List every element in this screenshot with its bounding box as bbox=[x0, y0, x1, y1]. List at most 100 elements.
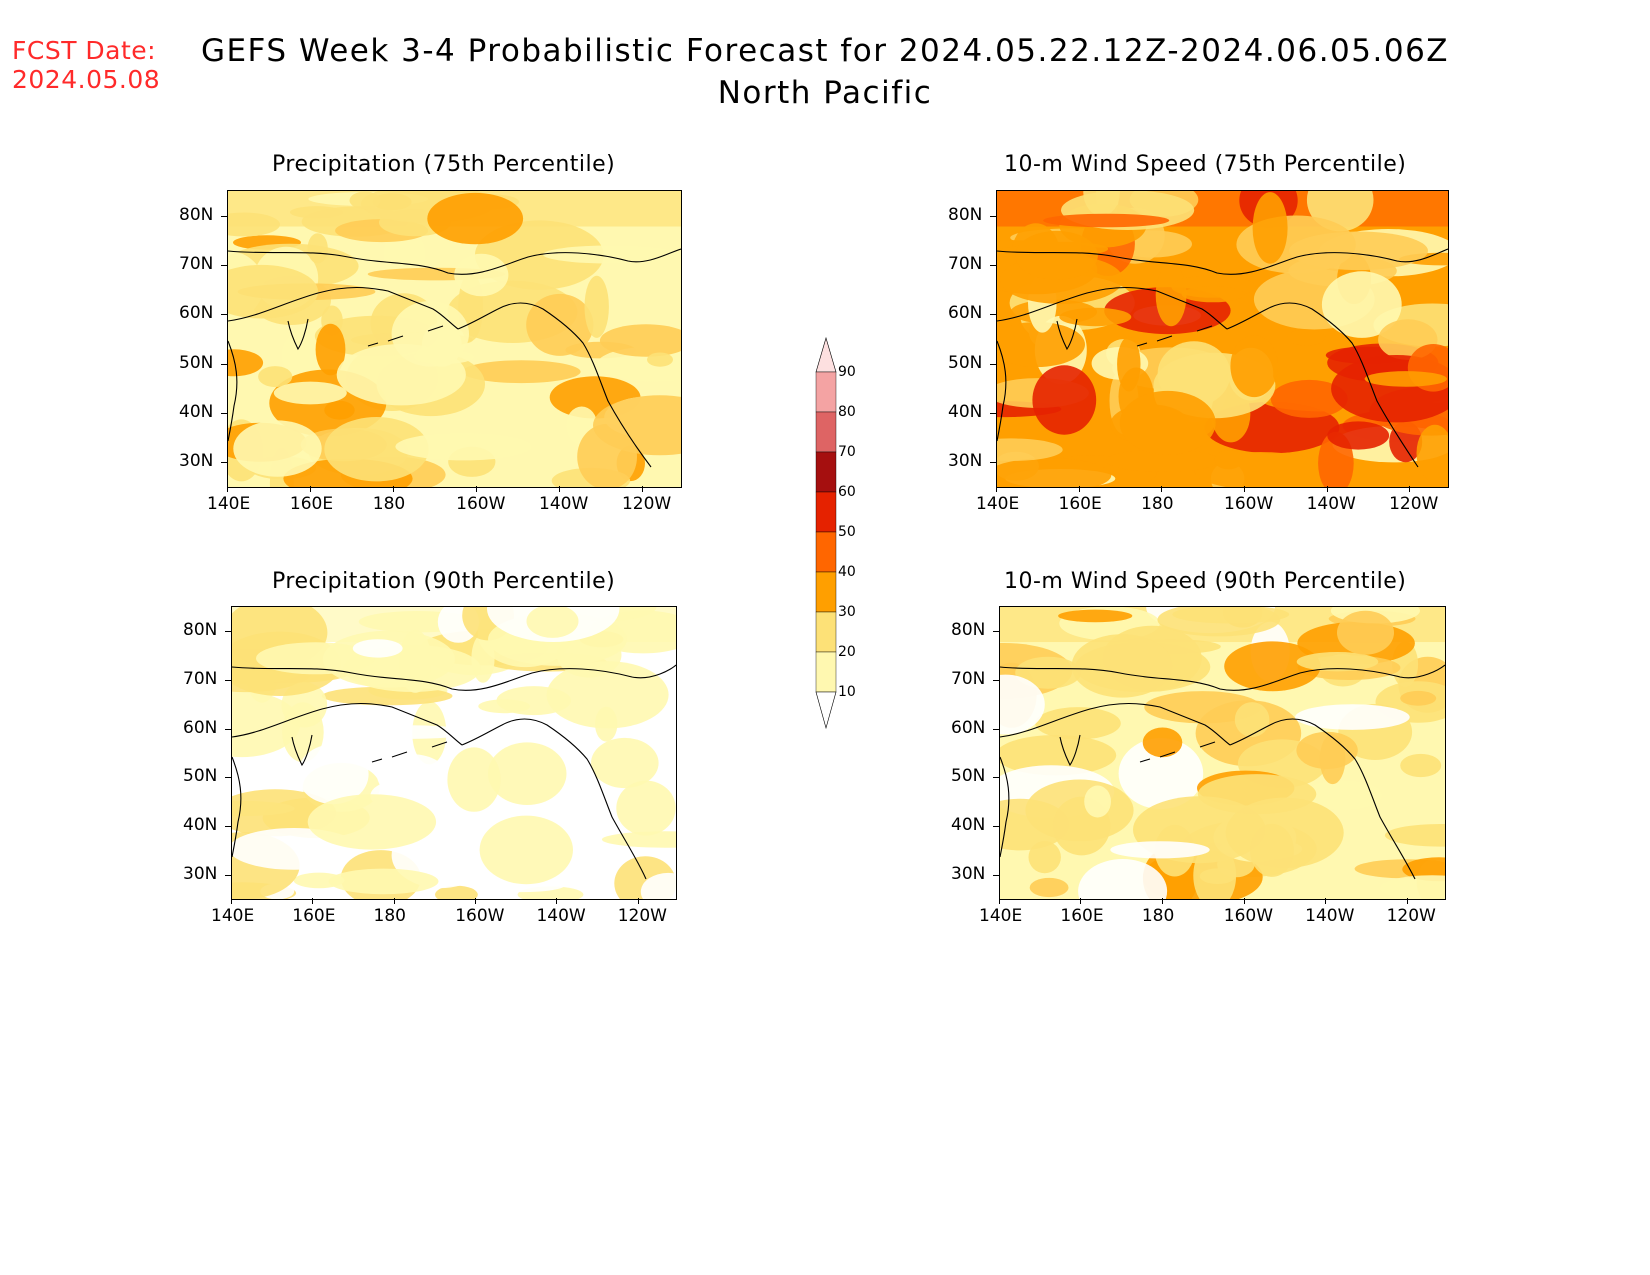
lat-tick bbox=[990, 314, 996, 316]
lat-tick-label: 30N bbox=[183, 863, 218, 884]
lon-tick bbox=[1244, 486, 1246, 492]
lon-tick bbox=[1161, 486, 1163, 492]
lat-tick bbox=[990, 265, 996, 267]
coastline-3 bbox=[1056, 318, 1078, 351]
lon-tick-label: 160W bbox=[1223, 906, 1274, 926]
lat-tick bbox=[993, 728, 999, 730]
lat-tick-label: 60N bbox=[951, 717, 986, 738]
coastline-0 bbox=[1000, 664, 1445, 691]
colorbar-segment bbox=[815, 451, 837, 493]
coastline-4 bbox=[997, 340, 1007, 442]
lat-tick bbox=[225, 680, 231, 682]
lat-tick-label: 70N bbox=[948, 254, 983, 275]
colorbar-segment bbox=[815, 611, 837, 653]
lon-tick bbox=[999, 898, 1000, 904]
panel-title: 10-m Wind Speed (75th Percentile) bbox=[1004, 152, 1407, 177]
coastline-5 bbox=[1139, 741, 1216, 763]
lat-tick bbox=[221, 413, 227, 415]
lon-tick bbox=[1325, 898, 1327, 904]
lon-tick-label: 140E bbox=[976, 494, 1020, 514]
coastline-4 bbox=[1000, 756, 1010, 858]
coastline-5 bbox=[1136, 325, 1213, 347]
lat-tick-label: 60N bbox=[179, 303, 214, 324]
lat-tick-label: 50N bbox=[948, 352, 983, 373]
lon-tick bbox=[1161, 898, 1163, 904]
lon-tick-label: 140W bbox=[1305, 906, 1355, 926]
lat-tick-label: 70N bbox=[951, 669, 986, 690]
coastline-3 bbox=[291, 734, 313, 767]
lat-tick bbox=[993, 631, 999, 633]
lon-tick-label: 160E bbox=[1058, 494, 1102, 514]
lon-tick-label: 140W bbox=[539, 494, 589, 514]
colorbar-segment bbox=[815, 651, 837, 693]
lat-tick bbox=[225, 728, 231, 730]
map-wind-75 bbox=[996, 190, 1449, 488]
map-precip-90 bbox=[231, 606, 677, 900]
lon-tick-label: 180 bbox=[372, 494, 406, 514]
lat-tick-label: 60N bbox=[948, 303, 983, 324]
lat-tick bbox=[225, 826, 231, 828]
lon-tick bbox=[637, 898, 639, 904]
lat-tick bbox=[225, 777, 231, 779]
coastline-5 bbox=[367, 325, 444, 347]
colorbar-label: 40 bbox=[838, 564, 856, 580]
lat-tick-label: 30N bbox=[951, 863, 986, 884]
lon-tick-label: 120W bbox=[1389, 494, 1439, 514]
lat-tick bbox=[990, 413, 996, 415]
lat-tick bbox=[990, 215, 996, 217]
lat-tick bbox=[993, 874, 999, 876]
coastline-4 bbox=[232, 756, 242, 858]
colorbar bbox=[812, 336, 862, 740]
panel-title: 10-m Wind Speed (90th Percentile) bbox=[1004, 569, 1407, 594]
lon-tick-label: 160W bbox=[1224, 494, 1274, 514]
lat-tick bbox=[990, 363, 996, 365]
lat-tick-label: 40N bbox=[179, 402, 214, 423]
lon-tick bbox=[1078, 486, 1080, 492]
lat-tick-label: 30N bbox=[179, 451, 214, 472]
lat-tick-label: 50N bbox=[951, 766, 986, 787]
colorbar-segment bbox=[815, 571, 837, 613]
coastline-3 bbox=[1059, 734, 1081, 767]
lon-tick-label: 140E bbox=[979, 906, 1023, 926]
coastline-0 bbox=[228, 248, 681, 275]
coastline-0 bbox=[232, 664, 676, 691]
lat-tick-label: 40N bbox=[951, 815, 986, 836]
coastline-1 bbox=[228, 287, 459, 330]
colorbar-segment bbox=[815, 371, 837, 413]
lon-tick bbox=[1326, 486, 1328, 492]
colorbar-svg bbox=[815, 336, 837, 730]
colorbar-label: 70 bbox=[838, 444, 856, 460]
colorbar-label: 20 bbox=[838, 644, 856, 660]
lon-tick-label: 140E bbox=[211, 906, 255, 926]
lat-tick-label: 80N bbox=[948, 204, 983, 225]
coastline-2 bbox=[457, 302, 652, 468]
lon-tick bbox=[1080, 898, 1082, 904]
panel-title: Precipitation (90th Percentile) bbox=[272, 569, 616, 594]
lat-tick-label: 50N bbox=[179, 352, 214, 373]
lat-tick-label: 40N bbox=[948, 402, 983, 423]
lon-tick-label: 140W bbox=[536, 906, 586, 926]
colorbar-label: 60 bbox=[838, 484, 856, 500]
lat-tick bbox=[993, 777, 999, 779]
lat-tick-label: 60N bbox=[183, 717, 218, 738]
colorbar-label: 80 bbox=[838, 404, 856, 420]
figure-subtitle: North Pacific bbox=[717, 75, 933, 111]
lon-tick-label: 180 bbox=[1141, 494, 1174, 514]
fcst-date-label: FCST Date: bbox=[12, 36, 157, 65]
lat-tick-label: 80N bbox=[179, 204, 214, 225]
coastline-5 bbox=[371, 741, 448, 763]
fcst-date-block: FCST Date: 2024.05.08 bbox=[12, 36, 160, 94]
lat-tick-label: 70N bbox=[179, 254, 214, 275]
lon-tick bbox=[309, 486, 311, 492]
figure-title: GEFS Week 3-4 Probabilistic Forecast for… bbox=[0, 30, 1650, 114]
lon-tick bbox=[392, 486, 394, 492]
coastline-1 bbox=[1000, 703, 1231, 746]
lon-tick bbox=[231, 898, 232, 904]
coastline-2 bbox=[461, 718, 647, 880]
lat-tick bbox=[225, 874, 231, 876]
lat-tick-label: 70N bbox=[183, 669, 218, 690]
lon-tick-label: 160E bbox=[1060, 906, 1104, 926]
fcst-date-value: 2024.05.08 bbox=[12, 65, 161, 94]
lat-tick bbox=[993, 680, 999, 682]
lat-tick bbox=[990, 462, 996, 464]
